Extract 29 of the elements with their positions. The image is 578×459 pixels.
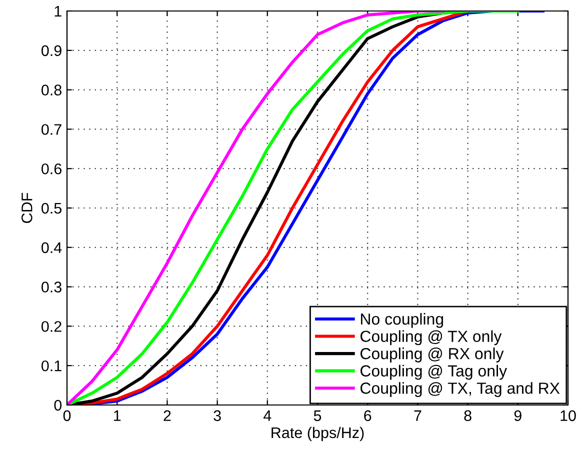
y-tick-label: 0.5 (42, 202, 62, 214)
y-axis-title: CDF (22, 192, 32, 223)
y-tick-label: 0.7 (42, 124, 62, 135)
x-tick-label: 4 (264, 410, 272, 421)
legend-label: Coupling @ Tag only (360, 364, 508, 380)
x-tick-label: 0 (63, 410, 71, 422)
x-axis-title: Rate (bps/Hz) (272, 426, 364, 442)
y-tick-label: 0.4 (42, 242, 62, 254)
legend-label: No coupling (361, 312, 444, 328)
x-tick-label: 2 (164, 410, 171, 421)
x-tick-label: 1 (114, 410, 121, 421)
y-tick-label: 0.2 (42, 321, 62, 332)
y-tick-label: 0 (54, 400, 62, 411)
x-tick-label: 8 (464, 410, 472, 422)
legend-label: Coupling @ RX only (360, 348, 504, 362)
y-tick-label: 0.8 (42, 84, 62, 96)
x-tick-label: 6 (364, 410, 372, 422)
legend-label: Coupling @ TX, Tag and RX (360, 382, 560, 398)
y-tick-label: 0.1 (42, 360, 62, 372)
x-tick-label: 3 (214, 410, 221, 422)
y-tick-label: 0.9 (42, 45, 62, 56)
legend-label: Coupling @ TX only (360, 330, 502, 346)
x-tick-label: 10 (560, 410, 576, 422)
x-tick-label: 7 (414, 410, 422, 421)
x-tick-label: 5 (314, 410, 322, 422)
y-tick-label: 0.6 (42, 163, 62, 174)
x-tick-label: 9 (514, 410, 522, 422)
y-tick-label: 1 (54, 6, 62, 17)
y-tick-label: 0.3 (42, 282, 62, 292)
